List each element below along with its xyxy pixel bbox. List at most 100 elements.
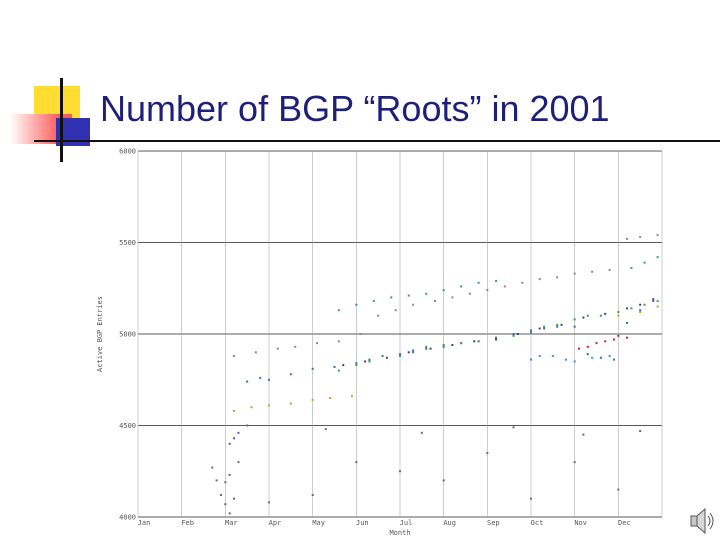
data-point xyxy=(630,307,633,310)
data-point xyxy=(350,395,353,398)
data-point xyxy=(530,331,532,334)
data-point xyxy=(429,347,432,350)
data-point xyxy=(617,314,620,317)
data-point xyxy=(477,340,480,343)
data-point xyxy=(337,369,340,372)
data-point xyxy=(342,364,345,367)
data-point xyxy=(582,316,585,319)
data-point xyxy=(359,333,362,335)
data-point xyxy=(495,279,498,282)
data-point xyxy=(639,236,642,239)
data-point xyxy=(630,267,633,270)
data-point xyxy=(407,351,410,354)
data-point xyxy=(573,461,576,464)
data-point xyxy=(599,356,602,359)
x-tick-label: Jan xyxy=(138,519,151,527)
y-tick-label: 4000 xyxy=(119,514,136,522)
data-point xyxy=(289,373,292,376)
data-point xyxy=(333,365,336,368)
x-tick-label: Dec xyxy=(618,519,631,527)
data-point xyxy=(617,488,620,491)
data-point xyxy=(560,323,563,326)
data-point xyxy=(608,268,611,271)
data-point xyxy=(246,380,249,383)
data-point xyxy=(573,318,576,321)
data-point xyxy=(268,501,270,504)
data-point xyxy=(626,237,629,240)
data-point xyxy=(495,338,498,341)
data-point xyxy=(586,345,589,348)
chart-grid xyxy=(137,150,663,518)
data-point xyxy=(639,429,642,432)
data-point xyxy=(224,481,227,484)
data-point xyxy=(399,354,401,357)
data-point xyxy=(420,431,423,434)
data-point xyxy=(276,347,279,350)
x-tick-label: Sep xyxy=(487,519,500,527)
data-point xyxy=(233,354,236,357)
data-point xyxy=(556,325,559,328)
data-point xyxy=(468,292,471,295)
x-tick-label: Apr xyxy=(269,519,282,527)
data-point xyxy=(399,353,401,356)
data-point xyxy=(215,479,218,482)
data-point xyxy=(656,256,659,259)
slide-decoration-horizontal-line xyxy=(34,140,720,142)
data-point xyxy=(381,354,384,357)
data-point xyxy=(639,311,642,314)
data-point xyxy=(612,338,615,341)
data-point xyxy=(372,300,375,303)
data-point xyxy=(337,309,340,312)
data-point xyxy=(486,451,489,454)
data-point xyxy=(538,278,541,281)
data-point xyxy=(564,358,567,361)
chart-ticks: 4000 4500 5000 5500 6000 Jan Feb Mar Apr May Jun Ju… xyxy=(119,148,631,528)
data-point xyxy=(530,329,532,332)
data-point xyxy=(237,461,240,464)
data-point xyxy=(556,276,559,279)
data-point xyxy=(294,345,297,348)
data-point xyxy=(617,311,620,314)
y-tick-label: 5500 xyxy=(119,239,136,247)
data-point xyxy=(573,272,576,275)
data-point xyxy=(451,296,454,299)
data-point xyxy=(233,437,236,440)
data-point xyxy=(612,358,615,361)
data-point xyxy=(643,303,646,306)
data-point xyxy=(337,340,340,343)
data-point xyxy=(643,261,646,264)
data-point xyxy=(442,345,445,348)
speaker-icon[interactable] xyxy=(690,506,716,536)
data-point xyxy=(355,364,358,367)
data-point xyxy=(604,340,607,343)
data-point xyxy=(442,289,445,292)
data-point xyxy=(573,360,576,363)
data-point xyxy=(578,347,581,350)
data-point xyxy=(412,303,415,306)
data-point xyxy=(538,327,541,330)
data-point xyxy=(516,333,519,335)
data-point xyxy=(233,409,236,412)
data-point xyxy=(573,325,576,328)
data-point xyxy=(639,303,642,306)
data-point xyxy=(626,336,629,339)
x-axis-label: Month xyxy=(389,529,410,537)
data-point xyxy=(228,442,231,445)
y-tick-label: 4500 xyxy=(119,422,136,430)
data-point xyxy=(412,351,415,354)
data-point xyxy=(289,402,292,405)
data-point xyxy=(652,298,655,301)
data-point xyxy=(390,296,393,299)
x-tick-label: Feb xyxy=(181,519,194,527)
data-point xyxy=(639,309,642,312)
data-point xyxy=(591,356,594,359)
data-point xyxy=(521,281,524,284)
data-point xyxy=(512,333,515,335)
data-point xyxy=(556,323,559,326)
data-point xyxy=(385,356,388,359)
x-tick-label: Jul xyxy=(400,519,413,527)
data-point xyxy=(394,309,397,312)
data-point xyxy=(538,354,541,357)
data-point xyxy=(237,431,240,434)
